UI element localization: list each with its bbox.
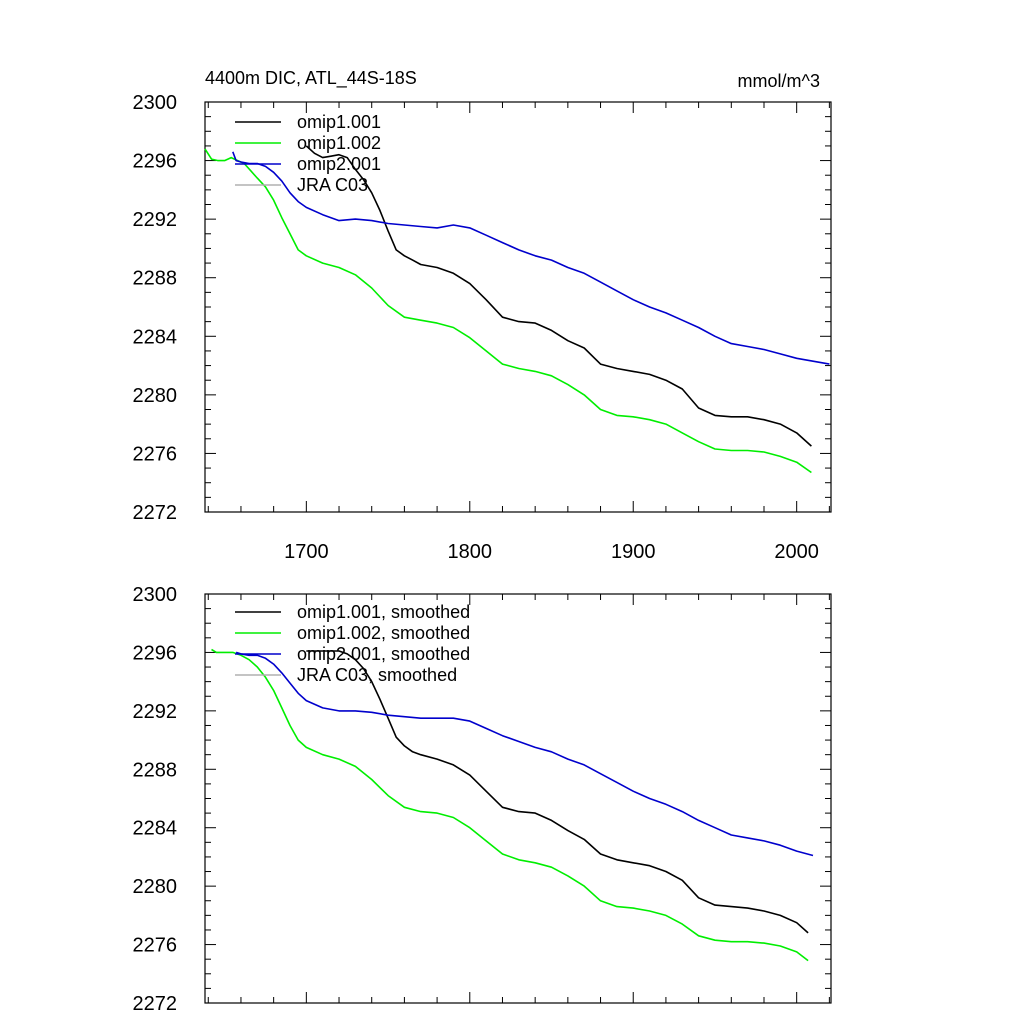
series-line [211, 648, 809, 962]
panel-top: 2272 2276 2280 2284 2288 2292 2296 2300 1700 1800… [133, 92, 832, 563]
legend-label: omip1.001, smoothed [297, 602, 470, 622]
y-tick-label: 2296 [133, 642, 178, 664]
legend-label: JRA C03 [297, 175, 368, 195]
y-tick-label: 2300 [133, 584, 178, 606]
y-tick-label: 2300 [133, 92, 178, 114]
x-tick-label: 1800 [448, 541, 493, 563]
panel-units-label: mmol/m^3 [738, 71, 820, 91]
y-tick-label: 2276 [133, 935, 178, 957]
legend-label: JRA C03, smoothed [297, 665, 457, 685]
series-line [306, 650, 809, 934]
legend-label: omip2.001 [297, 154, 381, 174]
y-tick-label: 2280 [133, 876, 178, 898]
y-tick-label: 2272 [133, 993, 178, 1015]
series-line [305, 145, 812, 447]
y-tick-label: 2284 [133, 818, 178, 840]
y-tick-label: 2288 [133, 759, 178, 781]
y-tick-label: 2288 [133, 268, 178, 290]
legend-label: omip1.002, smoothed [297, 623, 470, 643]
legend-label: omip1.002 [297, 133, 381, 153]
legend-label: omip1.001 [297, 112, 381, 132]
x-tick-label: 1900 [611, 541, 656, 563]
y-tick-label: 2292 [133, 701, 178, 723]
y-tick-label: 2292 [133, 209, 178, 231]
panel-bottom: 2272 2276 2280 2284 2288 2292 2296 2300 omip1.00… [133, 584, 832, 1015]
x-tick-label: 2000 [774, 541, 819, 563]
panel-title-left: 4400m DIC, ATL_44S-18S [205, 68, 417, 89]
y-tick-label: 2296 [133, 151, 178, 173]
y-tick-label: 2272 [133, 502, 178, 524]
series-line [232, 151, 830, 365]
x-tick-label: 1700 [284, 541, 329, 563]
y-tick-label: 2276 [133, 443, 178, 465]
series-line [204, 148, 812, 474]
legend-label: omip2.001, smoothed [297, 644, 470, 664]
series-line [235, 651, 814, 857]
y-tick-label: 2284 [133, 326, 178, 348]
y-tick-label: 2280 [133, 385, 178, 407]
